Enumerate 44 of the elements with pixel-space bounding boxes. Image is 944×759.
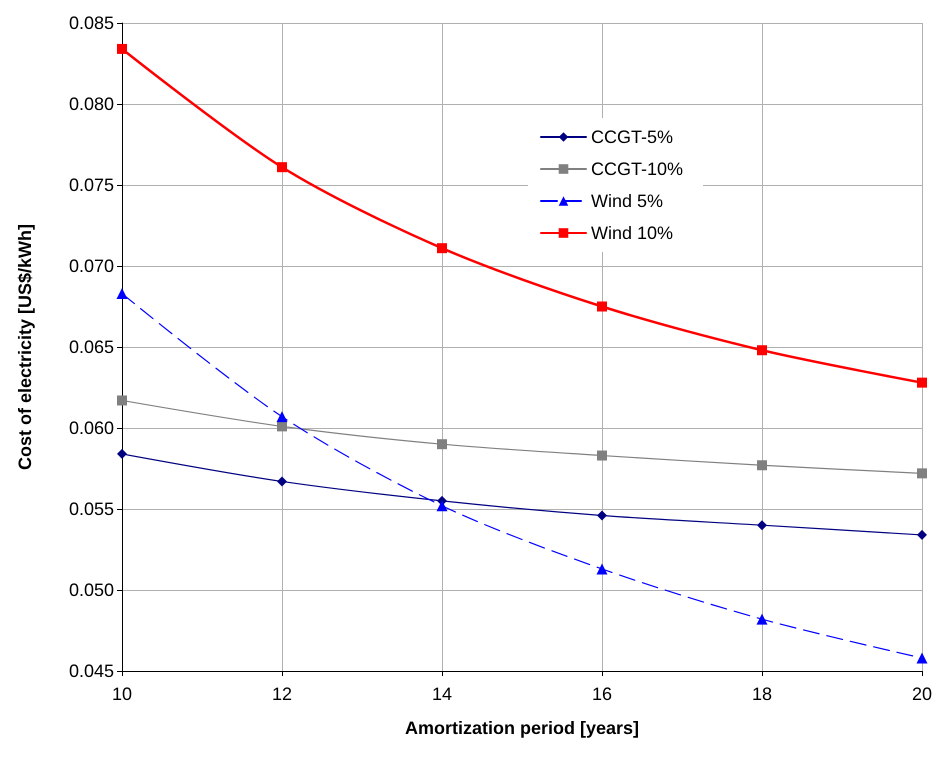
y-tick-label: 0.075 xyxy=(68,175,114,195)
x-tick-label: 14 xyxy=(432,684,452,704)
x-tick-label: 12 xyxy=(272,684,292,704)
point xyxy=(756,614,768,625)
point xyxy=(597,450,607,461)
point xyxy=(917,468,927,478)
point xyxy=(277,162,287,172)
point xyxy=(917,378,927,388)
x-tick-label: 18 xyxy=(752,684,772,704)
point xyxy=(757,345,767,356)
legend-label: CCGT-5% xyxy=(591,127,674,147)
legend-label: Wind 5% xyxy=(591,191,664,211)
y-tick-label: 0.085 xyxy=(68,13,114,33)
x-tick-label: 20 xyxy=(912,684,932,704)
point xyxy=(117,44,127,54)
legend-label: CCGT-10% xyxy=(591,159,684,179)
point xyxy=(917,530,927,540)
point xyxy=(116,288,128,300)
x-tick-label: 16 xyxy=(592,684,612,704)
point xyxy=(277,421,287,432)
legend-label: Wind 10% xyxy=(591,223,674,243)
y-tick-label: 0.070 xyxy=(68,256,114,276)
point xyxy=(276,411,288,422)
x-tick-label: 10 xyxy=(112,684,132,704)
point xyxy=(757,460,767,470)
point xyxy=(596,563,608,574)
x-axis-title: Amortization period [years] xyxy=(404,718,640,738)
point xyxy=(597,302,607,312)
y-tick-label: 0.050 xyxy=(68,580,114,600)
point xyxy=(437,243,447,254)
point xyxy=(117,448,127,459)
point xyxy=(916,652,928,664)
point xyxy=(117,395,127,406)
point xyxy=(277,476,287,486)
y-tick-label: 0.080 xyxy=(68,94,114,114)
y-tick-label: 0.045 xyxy=(68,661,114,681)
y-tick-label: 0.060 xyxy=(68,418,114,438)
y-tick-label: 0.055 xyxy=(68,499,114,519)
point xyxy=(436,500,448,512)
point xyxy=(437,439,447,450)
y-tick-label: 0.065 xyxy=(68,337,114,357)
y-axis-title: Cost of electricity [US$/kWh] xyxy=(15,224,35,470)
point xyxy=(597,510,607,520)
point xyxy=(757,520,767,530)
